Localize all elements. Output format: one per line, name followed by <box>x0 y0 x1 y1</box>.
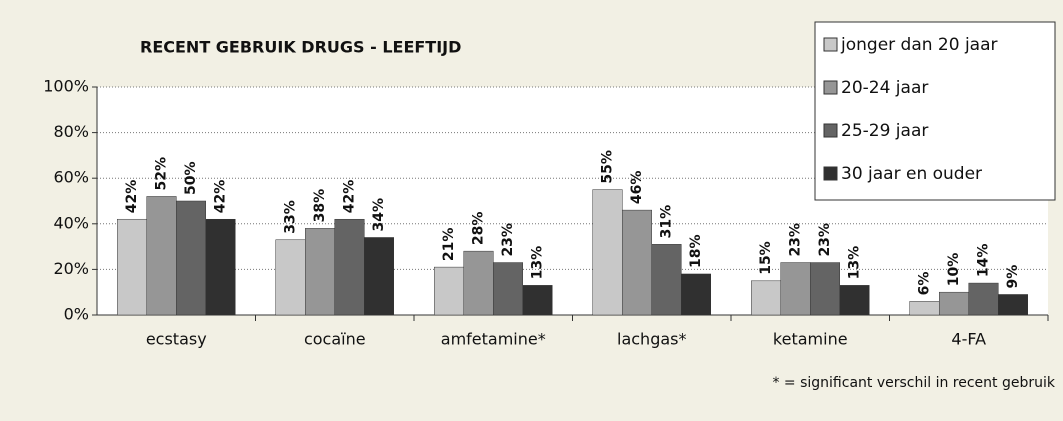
bar <box>117 218 147 316</box>
y-tick-label: 0% <box>64 305 89 324</box>
bar <box>205 218 236 316</box>
value-label: 14% <box>976 244 992 278</box>
value-label: 15% <box>758 241 774 275</box>
value-label: 55% <box>600 150 616 184</box>
value-label: 9% <box>1005 265 1021 289</box>
value-label: 38% <box>312 189 328 223</box>
chart-title: RECENT GEBRUIK DRUGS - LEEFTIJD <box>140 38 461 57</box>
legend-label: 30 jaar en ouder <box>841 164 982 184</box>
legend-swatch <box>823 166 838 181</box>
legend-swatch <box>823 80 838 95</box>
value-label: 28% <box>471 212 487 246</box>
value-label: 23% <box>500 223 516 257</box>
bar <box>176 200 206 316</box>
x-tick-label: amfetamine* <box>441 330 546 349</box>
y-tick-label: 80% <box>53 122 89 141</box>
bar <box>434 266 464 316</box>
value-label: 50% <box>183 161 199 195</box>
bar <box>493 262 523 316</box>
y-tick-label: 100% <box>43 77 89 96</box>
bar <box>681 273 711 316</box>
bar <box>592 189 623 316</box>
bar <box>275 239 306 316</box>
bar <box>968 282 999 316</box>
legend-swatch <box>823 37 838 52</box>
value-label: 13% <box>530 246 546 280</box>
bar <box>334 218 365 316</box>
value-label: 34% <box>371 198 387 232</box>
legend-box <box>814 21 1056 201</box>
value-label: 18% <box>688 234 704 268</box>
bar <box>651 244 682 316</box>
x-tick-label: cocaïne <box>304 330 366 349</box>
legend-swatch <box>823 123 838 138</box>
bar <box>998 294 1028 316</box>
legend-label: 20-24 jaar <box>841 78 928 98</box>
value-label: 21% <box>441 228 457 262</box>
bar <box>463 250 494 316</box>
value-label: 10% <box>946 253 962 287</box>
bar <box>751 280 781 316</box>
y-tick-label: 20% <box>53 259 89 278</box>
bar <box>909 301 940 316</box>
value-label: 13% <box>847 246 863 280</box>
bar <box>622 209 652 316</box>
value-label: 52% <box>154 157 170 191</box>
x-tick-label: ecstasy <box>146 330 207 349</box>
value-label: 23% <box>817 223 833 257</box>
legend-label: jonger dan 20 jaar <box>840 35 998 55</box>
bar <box>780 262 811 316</box>
value-label: 31% <box>659 205 675 239</box>
value-label: 42% <box>213 180 229 214</box>
x-tick-label: lachgas* <box>617 330 686 349</box>
value-label: 42% <box>342 180 358 214</box>
bar <box>522 285 553 316</box>
bar <box>810 262 840 316</box>
x-tick-label: ketamine <box>773 330 848 349</box>
y-tick-label: 60% <box>53 168 89 187</box>
legend-label: 25-29 jaar <box>841 121 928 141</box>
value-label: 46% <box>629 171 645 205</box>
value-label: 42% <box>124 180 140 214</box>
value-label: 33% <box>283 200 299 234</box>
value-label: 6% <box>917 272 933 296</box>
value-label: 23% <box>788 223 804 257</box>
legend: jonger dan 20 jaar 20-24 jaar 25-29 jaar 30… <box>814 21 1056 201</box>
bar <box>939 291 969 316</box>
bar <box>146 196 177 316</box>
y-tick-label: 40% <box>53 213 89 232</box>
x-tick-label: 4-FA <box>951 330 986 349</box>
annotation: * = significant verschil in recent gebru… <box>772 375 1055 391</box>
bar <box>364 237 394 316</box>
bar <box>305 228 335 316</box>
bar <box>839 285 870 316</box>
